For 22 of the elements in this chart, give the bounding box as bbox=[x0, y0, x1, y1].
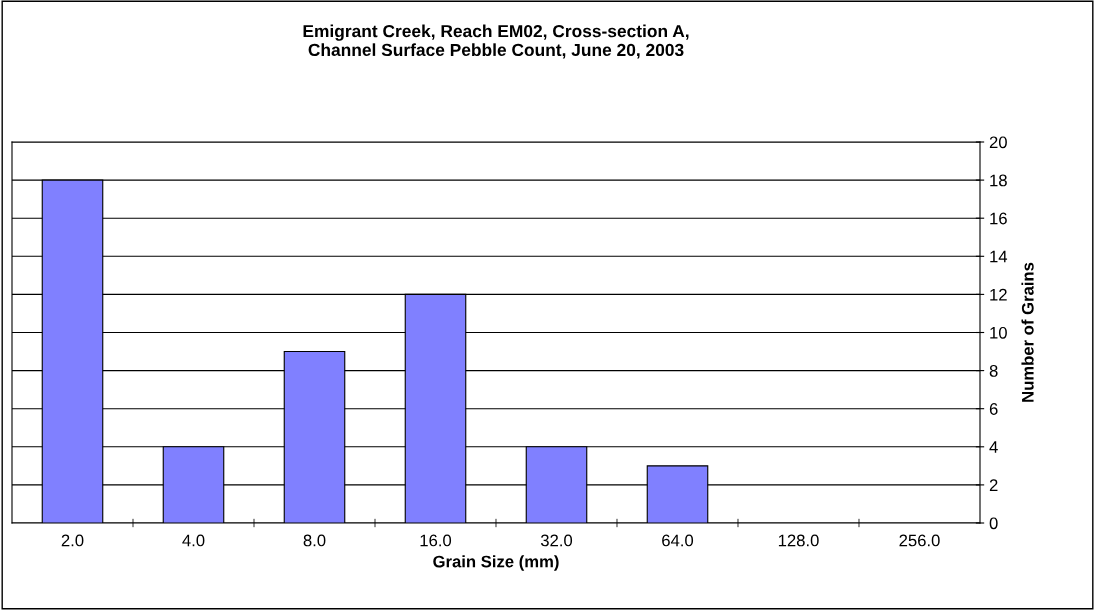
x-tick-label: 64.0 bbox=[662, 534, 694, 547]
y-tick-label: 8 bbox=[989, 365, 998, 377]
chart-title: Emigrant Creek, Reach EM02, Cross-section A, Channel Surface Pebble Count, June 20, 2003 bbox=[303, 24, 689, 59]
x-tick-label: 128.0 bbox=[778, 534, 819, 547]
y-tick-label: 18 bbox=[990, 174, 1007, 187]
y-axis-title: Number of Grains bbox=[1021, 262, 1034, 402]
y-tick-label: 6 bbox=[989, 403, 998, 415]
y-tick-label: 10 bbox=[990, 326, 1007, 339]
x-tick-label: 32.0 bbox=[540, 534, 573, 547]
y-tick-label: 16 bbox=[990, 212, 1007, 225]
x-tick-label: 2.0 bbox=[61, 534, 84, 547]
y-tick-label: 2 bbox=[989, 479, 998, 491]
y-tick-label: 4 bbox=[989, 441, 998, 453]
x-tick-label: 16.0 bbox=[420, 534, 452, 547]
y-tick-label: 12 bbox=[990, 288, 1007, 301]
y-tick-label: 0 bbox=[989, 517, 998, 530]
y-tick-label: 20 bbox=[989, 136, 1007, 149]
y-tick-label: 14 bbox=[990, 250, 1008, 263]
x-axis-title: Grain Size (mm) bbox=[433, 555, 559, 571]
x-tick-label: 256.0 bbox=[899, 534, 940, 547]
x-tick-label: 4.0 bbox=[182, 534, 205, 547]
x-tick-label: 8.0 bbox=[303, 534, 326, 547]
